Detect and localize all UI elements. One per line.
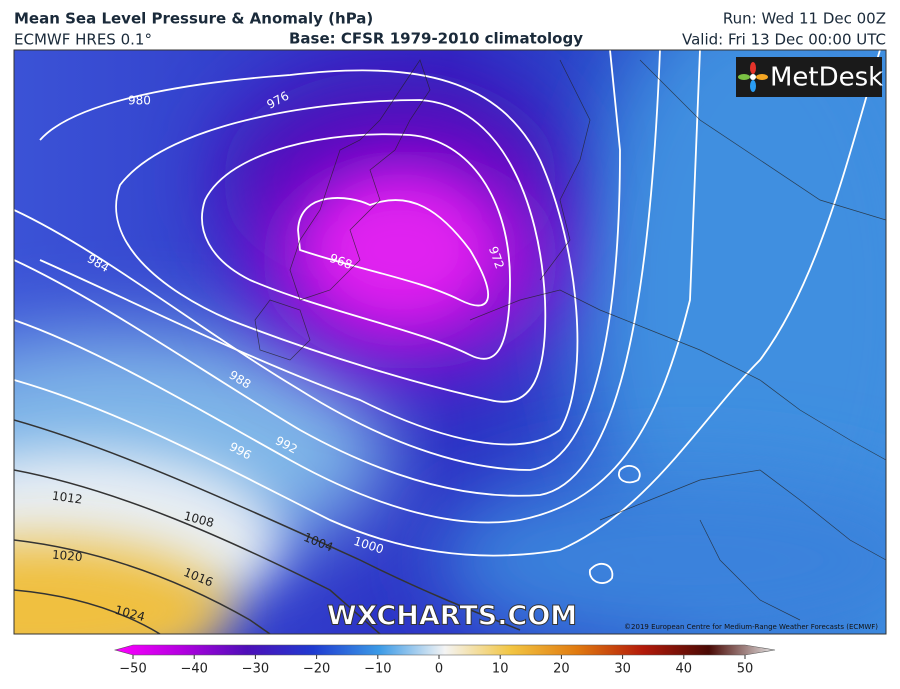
colorbar-tick-label: 10: [492, 662, 509, 677]
contour-label: 1012: [51, 489, 83, 507]
colorbar-tick-label: −40: [180, 662, 207, 677]
colorbar-tick-label: −20: [303, 662, 330, 677]
contour-label: 1020: [51, 548, 83, 565]
colorbar-tick-label: 0: [435, 662, 443, 677]
colorbar-tick-label: 50: [737, 662, 754, 677]
map-frame: [13, 49, 887, 635]
colorbar-tick-label: 20: [553, 662, 570, 677]
copyright: ©2019 European Centre for Medium-Range W…: [624, 623, 878, 631]
colorbar: [113, 644, 776, 656]
watermark: WXCHARTS.COM: [327, 601, 577, 632]
contour-label: 980: [128, 94, 151, 108]
colorbar-tick-label: 40: [676, 662, 693, 677]
base: Base: CFSR 1979-2010 climatology: [289, 30, 583, 48]
colorbar-tick-label: 30: [614, 662, 631, 677]
colorbar-tick-label: −30: [242, 662, 269, 677]
valid: Valid: Fri 13 Dec 00:00 UTC: [682, 31, 886, 49]
title: Mean Sea Level Pressure & Anomaly (hPa): [14, 10, 373, 28]
model: ECMWF HRES 0.1°: [14, 31, 152, 49]
logo-icon: [738, 62, 768, 92]
colorbar-tick-label: −10: [364, 662, 391, 677]
colorbar-tick-label: −50: [119, 662, 146, 677]
colorbar-ticks: −50 −40 −30 −20 −10 0 10 20 30 40 50: [119, 655, 753, 677]
run: Run: Wed 11 Dec 00Z: [723, 10, 886, 28]
logo-text: MetDesk: [770, 63, 883, 93]
